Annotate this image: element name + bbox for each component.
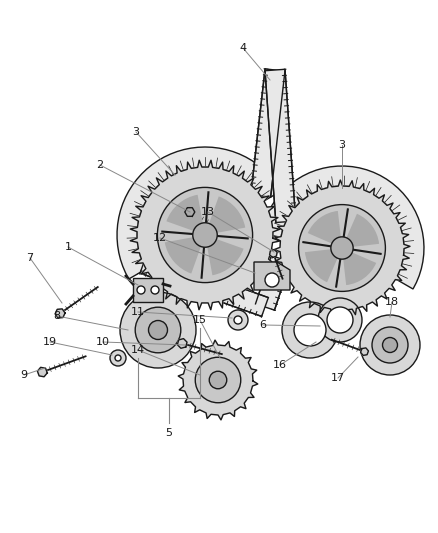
Text: 6: 6	[259, 320, 266, 330]
Text: 16: 16	[273, 360, 287, 370]
Polygon shape	[274, 180, 410, 316]
Text: 4: 4	[240, 43, 247, 53]
Polygon shape	[133, 278, 163, 302]
Circle shape	[228, 310, 248, 330]
Circle shape	[135, 307, 181, 353]
Wedge shape	[308, 211, 341, 244]
Wedge shape	[343, 252, 376, 285]
Circle shape	[151, 286, 159, 294]
Wedge shape	[305, 249, 338, 282]
Circle shape	[372, 327, 408, 363]
Text: 3: 3	[133, 127, 139, 137]
Polygon shape	[37, 367, 47, 377]
Circle shape	[209, 372, 227, 389]
Polygon shape	[178, 340, 258, 420]
Polygon shape	[55, 309, 65, 318]
Circle shape	[110, 350, 126, 366]
Circle shape	[265, 273, 279, 287]
Polygon shape	[270, 249, 277, 257]
Text: 18: 18	[385, 297, 399, 307]
Polygon shape	[251, 69, 285, 197]
Text: 8: 8	[53, 311, 60, 321]
Polygon shape	[255, 256, 290, 310]
Polygon shape	[185, 208, 195, 216]
Circle shape	[318, 298, 362, 342]
Text: 15: 15	[193, 315, 207, 325]
Text: 3: 3	[339, 140, 346, 150]
Circle shape	[195, 357, 241, 403]
Wedge shape	[346, 214, 379, 247]
Polygon shape	[360, 348, 368, 356]
Text: 1: 1	[64, 242, 71, 252]
Circle shape	[234, 316, 242, 324]
Circle shape	[115, 355, 121, 361]
Circle shape	[331, 237, 353, 259]
Text: 9: 9	[21, 370, 28, 380]
Wedge shape	[209, 197, 245, 233]
Circle shape	[282, 302, 338, 358]
Circle shape	[327, 307, 353, 333]
Polygon shape	[117, 147, 281, 279]
Circle shape	[120, 292, 196, 368]
Polygon shape	[130, 160, 280, 310]
Polygon shape	[265, 69, 296, 222]
Circle shape	[137, 286, 145, 294]
Circle shape	[148, 320, 167, 340]
Text: 10: 10	[96, 337, 110, 347]
Text: 12: 12	[153, 233, 167, 243]
Circle shape	[382, 337, 398, 352]
Circle shape	[360, 315, 420, 375]
Circle shape	[157, 188, 253, 282]
Circle shape	[193, 223, 217, 247]
Wedge shape	[165, 237, 201, 273]
Text: 17: 17	[331, 373, 345, 383]
Polygon shape	[261, 166, 424, 289]
Text: 11: 11	[131, 307, 145, 317]
Text: 5: 5	[166, 428, 173, 438]
Polygon shape	[177, 338, 187, 348]
Wedge shape	[166, 195, 203, 231]
Polygon shape	[140, 254, 268, 317]
Text: 14: 14	[131, 345, 145, 355]
Circle shape	[299, 205, 385, 292]
Circle shape	[294, 314, 326, 346]
Text: 19: 19	[43, 337, 57, 347]
Polygon shape	[254, 262, 290, 290]
Text: 7: 7	[26, 253, 34, 263]
Text: 13: 13	[201, 207, 215, 217]
Text: 2: 2	[96, 160, 103, 170]
Wedge shape	[207, 239, 244, 275]
